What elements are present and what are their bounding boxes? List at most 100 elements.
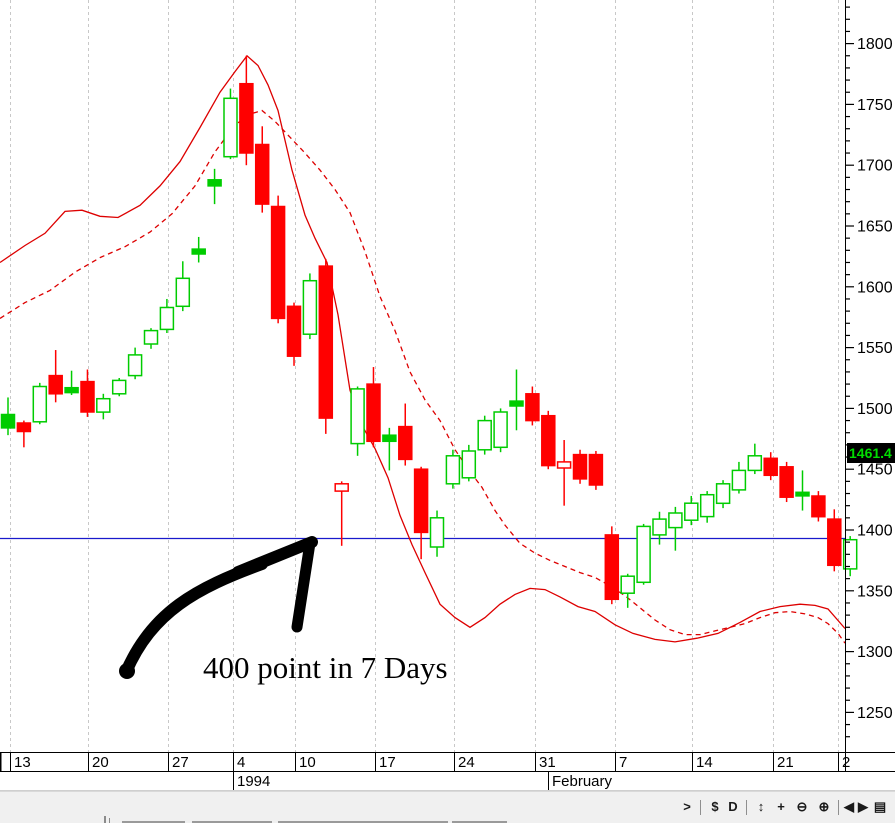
candle-body: [64, 386, 79, 394]
candlestick-chart: 1250 1300 1350 1400 1450 1500 1550 1600 1650 1700…: [0, 0, 895, 791]
candle-body: [763, 457, 778, 477]
candle-body: [350, 388, 365, 445]
date-label: 4: [237, 754, 245, 771]
toolbar-separator: [746, 800, 747, 815]
zoom-out-icon[interactable]: ⊖: [796, 799, 808, 814]
candle-body: [842, 538, 858, 570]
candle-body: [525, 393, 540, 422]
y-axis-label: 1300: [857, 644, 893, 661]
candle-body: [32, 385, 48, 423]
data-window-icon[interactable]: ▤: [873, 799, 887, 814]
candle-body: [191, 248, 206, 255]
candle-body: [795, 491, 810, 497]
vertical-zoom-icon[interactable]: ↕: [757, 799, 765, 814]
y-axis-label: 1400: [857, 523, 893, 540]
y-axis-label: 1500: [857, 401, 893, 418]
candle-body: [620, 575, 635, 594]
date-label: 21: [777, 754, 794, 771]
date-label: 7: [619, 754, 627, 771]
candle-body: [334, 483, 349, 492]
candle-body: [715, 483, 731, 505]
candle-body: [159, 306, 175, 331]
candle-body: [366, 383, 381, 443]
annotation-text: 400 point in 7 Days: [203, 650, 448, 685]
candle-body: [588, 453, 604, 486]
candle-body: [270, 205, 286, 320]
page-left-icon[interactable]: ◀: [844, 799, 854, 814]
date-label: 17: [379, 754, 396, 771]
candle-body: [302, 279, 318, 335]
background-window-mark: [104, 816, 106, 823]
background-window-edge: [452, 821, 507, 823]
candle-body: [652, 518, 667, 536]
y-axis-label: 1650: [857, 219, 893, 236]
last-price-value: 1461.4: [849, 445, 892, 461]
y-axis-label: 1550: [857, 340, 893, 357]
candle-body: [429, 517, 445, 548]
candle-body: [684, 502, 699, 521]
status-strip: [0, 791, 895, 823]
candle-body: [477, 419, 492, 451]
candle-body: [254, 143, 270, 205]
date-label: 20: [92, 754, 109, 771]
scroll-right-icon[interactable]: >: [683, 799, 691, 814]
toolbar-separator: [700, 800, 701, 815]
candle-body: [779, 466, 794, 498]
date-label: 31: [539, 754, 556, 771]
upper-band-line: [0, 54, 846, 643]
candle-body: [318, 265, 334, 419]
moving-average-dashed-line: [0, 109, 846, 644]
zoom-in-icon[interactable]: ⊕: [818, 799, 830, 814]
date-label: 2: [842, 754, 850, 771]
date-label: 24: [458, 754, 475, 771]
candle-body: [556, 461, 572, 469]
pan-icon[interactable]: +: [777, 799, 785, 814]
candle-body: [747, 455, 763, 472]
candle-body: [111, 379, 127, 395]
candle-body: [699, 493, 715, 518]
candle-body: [80, 380, 95, 413]
background-window-edge: [122, 821, 185, 823]
y-axis-label: 1450: [857, 462, 893, 479]
candle-body: [382, 434, 397, 443]
candle-body: [175, 277, 191, 308]
candle-body: [16, 422, 32, 433]
background-window-mark: [109, 818, 110, 823]
y-axis-label: 1600: [857, 279, 893, 296]
candle-body: [509, 400, 524, 407]
candle-body: [668, 512, 683, 529]
date-label: 13: [14, 754, 31, 771]
page-right-icon[interactable]: ▶: [858, 799, 868, 814]
y-axis-label: 1350: [857, 583, 893, 600]
y-axis-label: 1800: [857, 36, 893, 53]
candle-body: [827, 518, 842, 567]
arrow-tail-blob: [119, 663, 135, 679]
last-price-badge: [847, 443, 895, 463]
arrow-head-barb: [291, 537, 316, 633]
candle-body: [143, 329, 159, 345]
refresh-icon[interactable]: $: [711, 799, 719, 814]
candle-body: [239, 82, 254, 154]
candle-body: [207, 179, 222, 187]
date-label: 10: [299, 754, 316, 771]
candle-body: [811, 495, 826, 518]
year-label: 1994: [237, 773, 270, 790]
background-window-edge: [278, 821, 448, 823]
toolbar-separator: [838, 800, 839, 815]
candle-body: [0, 413, 16, 429]
daily-period-icon[interactable]: D: [728, 799, 738, 814]
candle-body: [127, 354, 143, 377]
month-label: February: [552, 773, 613, 790]
candle-body: [731, 469, 747, 491]
candle-body: [398, 425, 413, 461]
candle-body: [572, 453, 588, 480]
candle-body: [461, 450, 477, 479]
date-label: 14: [696, 754, 713, 771]
candle-body: [48, 374, 63, 395]
candle-body: [445, 455, 461, 485]
candle-body: [493, 411, 508, 449]
y-axis-label: 1700: [857, 158, 893, 175]
y-axis-label: 1250: [857, 705, 893, 722]
candle-body: [96, 397, 111, 413]
